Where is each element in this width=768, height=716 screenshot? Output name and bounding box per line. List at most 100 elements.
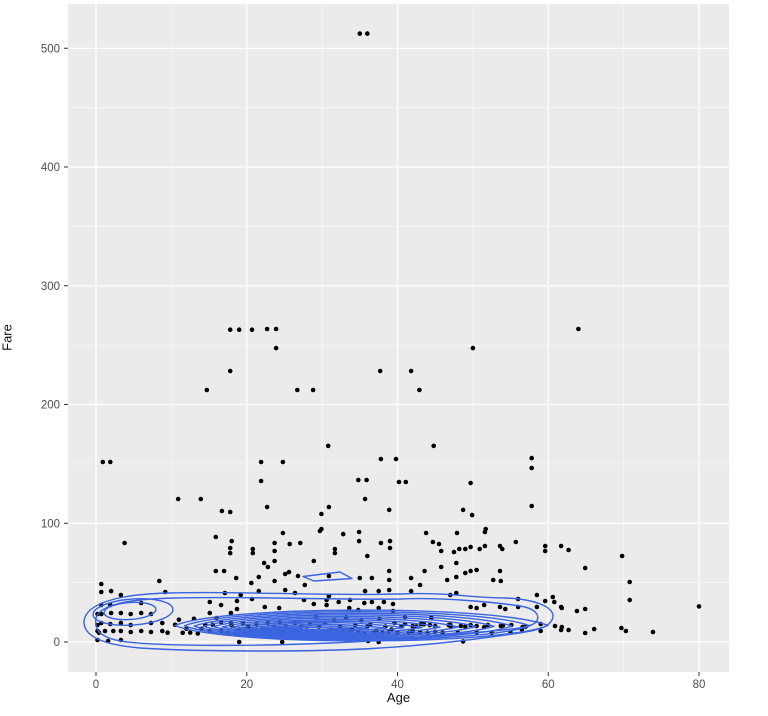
- data-point: [207, 599, 213, 605]
- data-point: [497, 568, 503, 574]
- data-point: [454, 560, 459, 566]
- density-contour: [193, 612, 513, 640]
- data-point: [408, 368, 414, 374]
- y-tick-label: 200: [41, 400, 60, 412]
- data-point: [111, 628, 116, 634]
- data-point: [286, 569, 292, 575]
- data-point: [481, 602, 487, 608]
- plot-panel: [68, 4, 729, 672]
- data-point: [376, 605, 382, 611]
- data-point: [534, 604, 540, 610]
- data-point: [482, 529, 488, 535]
- data-point: [280, 530, 286, 536]
- x-tick-label: 40: [391, 679, 404, 691]
- y-axis-title: Fare: [0, 324, 15, 351]
- data-point: [422, 568, 427, 574]
- data-point: [138, 610, 144, 616]
- data-point: [362, 600, 367, 606]
- data-point: [138, 628, 144, 634]
- data-point: [356, 529, 362, 535]
- data-point: [474, 605, 479, 611]
- data-point: [280, 459, 286, 465]
- data-point: [582, 606, 588, 612]
- data-point: [582, 565, 588, 571]
- data-point: [381, 599, 387, 605]
- data-point: [619, 625, 624, 631]
- density-contour: [174, 609, 549, 642]
- data-point: [264, 504, 270, 510]
- density-contour: [83, 591, 554, 652]
- data-point: [122, 540, 127, 546]
- data-point: [365, 553, 370, 559]
- data-point: [696, 604, 702, 609]
- data-point: [566, 627, 571, 633]
- data-point: [369, 575, 375, 581]
- data-point: [325, 443, 331, 449]
- data-point: [559, 624, 565, 630]
- data-point: [249, 327, 255, 333]
- data-point: [234, 598, 240, 604]
- x-tick-label: 80: [693, 679, 706, 691]
- data-point: [272, 558, 277, 564]
- data-point: [160, 628, 165, 634]
- data-point: [436, 541, 442, 547]
- density-contour-ellipse: [103, 601, 157, 621]
- data-point: [482, 543, 488, 549]
- data-point: [417, 582, 423, 588]
- data-point: [386, 577, 392, 583]
- data-point: [378, 456, 384, 462]
- data-point: [128, 629, 133, 635]
- data-point: [326, 573, 332, 579]
- data-point: [403, 479, 409, 485]
- data-point: [187, 630, 193, 635]
- x-axis-title: Age: [386, 690, 411, 705]
- data-point: [396, 479, 402, 485]
- y-tick-label: 0: [54, 637, 60, 649]
- data-point: [272, 548, 277, 554]
- data-point: [258, 478, 264, 484]
- data-point: [408, 575, 414, 581]
- data-point: [650, 629, 656, 635]
- data-point: [591, 626, 597, 632]
- density-contour: [302, 571, 353, 582]
- data-point: [227, 550, 233, 556]
- data-point: [356, 477, 361, 483]
- data-point: [265, 564, 271, 570]
- density-contour: [202, 614, 495, 639]
- data-point: [108, 610, 114, 616]
- data-point: [238, 592, 243, 598]
- data-point: [340, 531, 346, 537]
- data-point: [463, 546, 468, 552]
- data-point: [326, 504, 332, 510]
- data-point: [228, 610, 234, 616]
- data-point: [529, 503, 534, 509]
- data-point: [538, 628, 543, 634]
- data-point: [417, 387, 422, 393]
- data-point: [529, 465, 534, 471]
- data-point: [229, 538, 234, 544]
- data-point: [128, 611, 133, 617]
- y-tick-label: 100: [41, 518, 60, 530]
- data-point: [357, 31, 363, 36]
- data-point: [387, 545, 393, 551]
- data-point: [387, 538, 393, 544]
- data-point: [180, 630, 185, 636]
- data-point: [558, 543, 564, 549]
- density-contour: [259, 623, 387, 633]
- data-point: [474, 567, 479, 573]
- data-point: [250, 550, 256, 556]
- data-point: [423, 530, 429, 536]
- data-point: [108, 588, 114, 594]
- density-contour: [212, 615, 477, 638]
- data-point: [431, 443, 437, 449]
- data-point: [454, 574, 459, 580]
- data-point: [319, 511, 324, 517]
- data-point: [100, 459, 106, 465]
- data-point: [542, 598, 548, 604]
- x-tick-label: 60: [542, 679, 555, 691]
- data-point: [550, 594, 556, 600]
- data-point: [324, 602, 329, 608]
- data-point: [463, 570, 468, 576]
- y-tick-label: 400: [41, 162, 60, 174]
- data-point: [213, 568, 219, 574]
